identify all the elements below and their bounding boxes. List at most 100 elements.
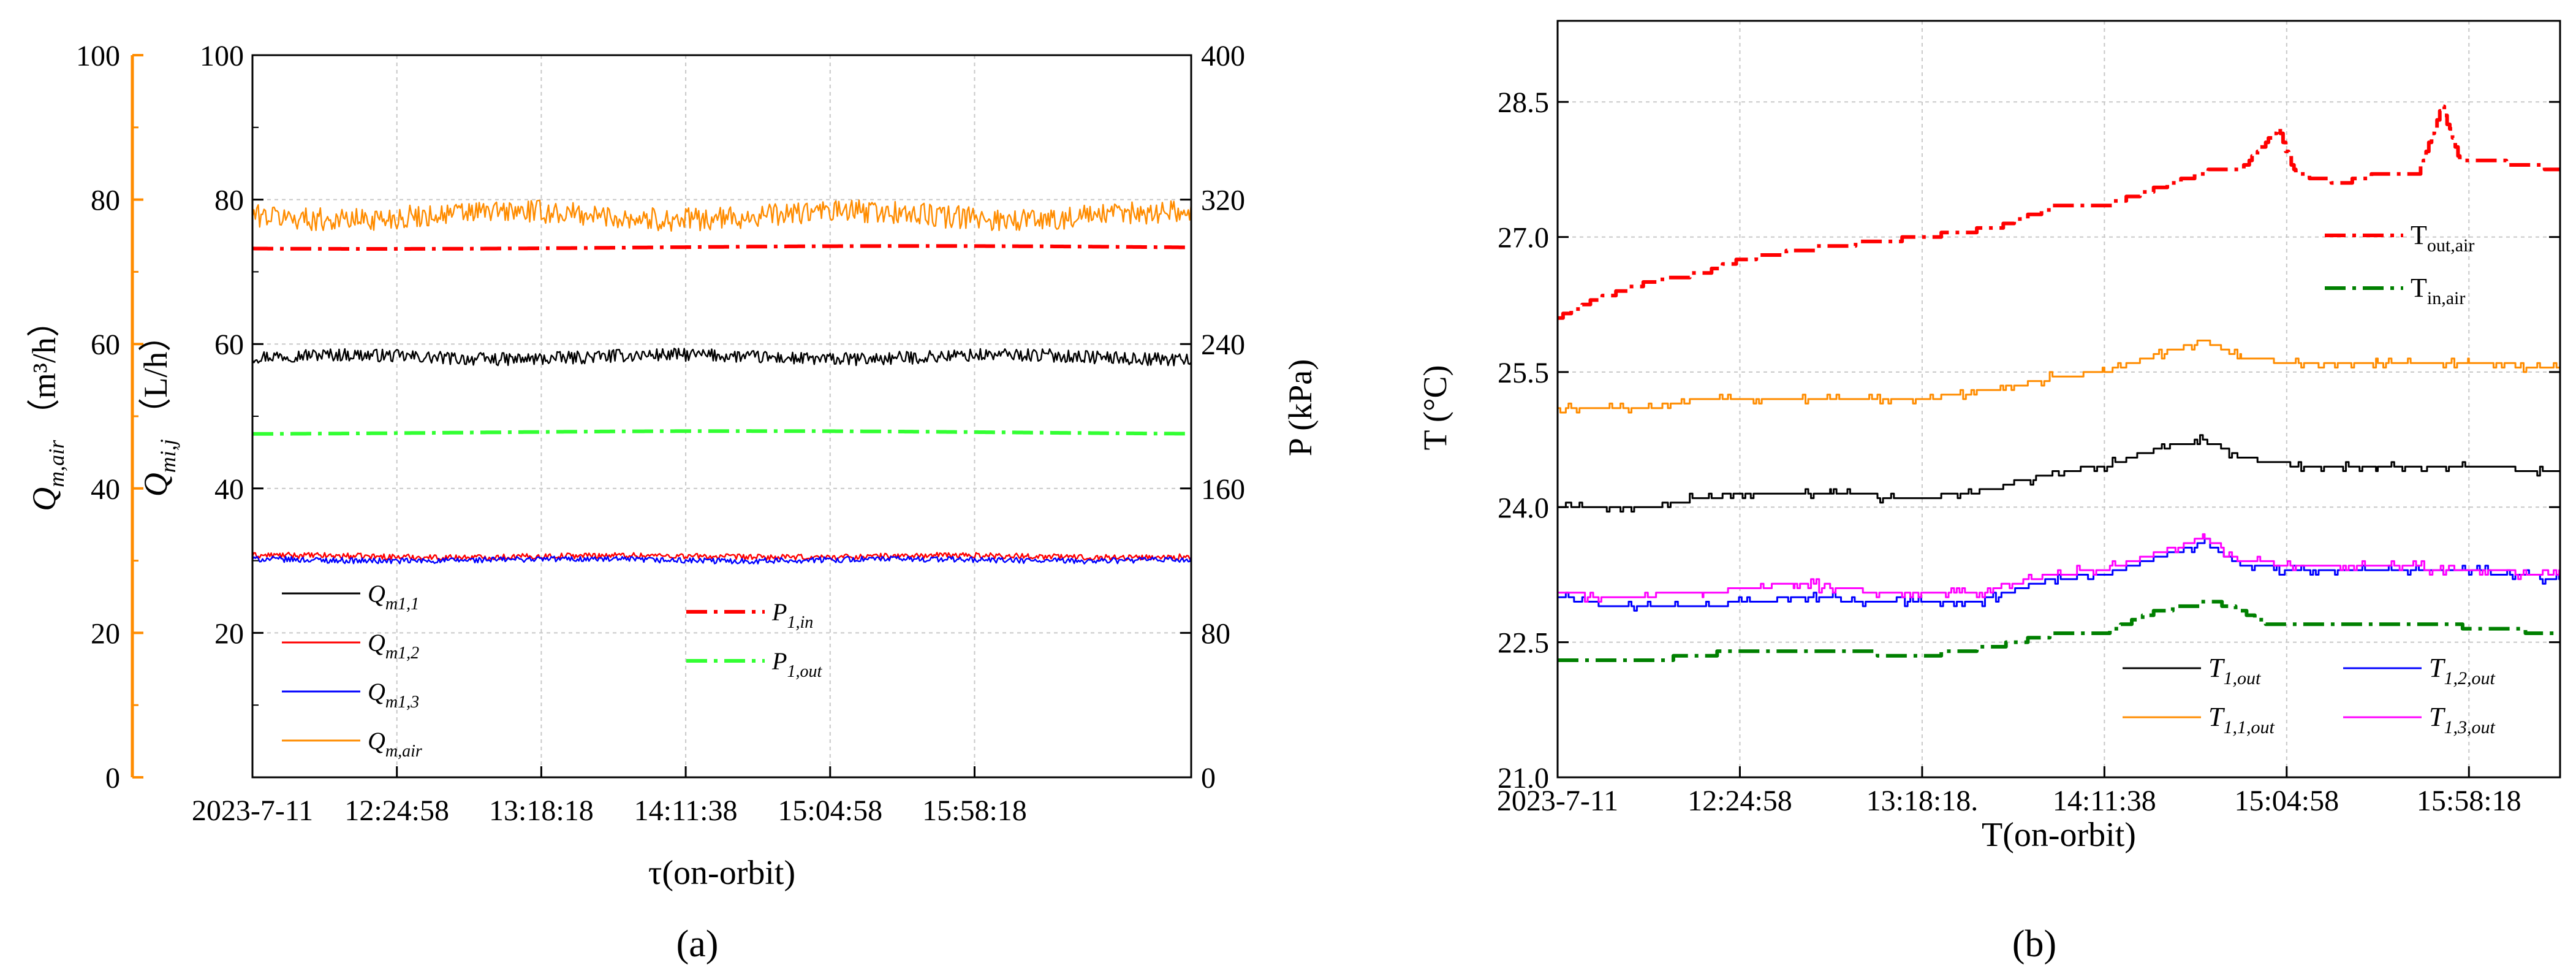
a-q-axis-title-unit: （L/h） — [137, 319, 174, 440]
b-y-tick-label-21.0: 21.0 — [1498, 762, 1549, 794]
a-series-q-m1-1- — [251, 348, 1192, 367]
b-x-tick-label-0: 2023-7-11 — [1497, 785, 1618, 817]
a-legend-symbol-3: Q — [368, 727, 385, 755]
a-x-tick-label-4: 15:04:58 — [778, 794, 882, 827]
a-q-tick-label-100: 100 — [200, 40, 244, 72]
a-series-p-1-out- — [252, 429, 1192, 436]
a-q-tick-label-20: 20 — [214, 617, 244, 650]
a-legend-item-0: Qm1,1 — [282, 580, 419, 614]
b-legend-subscript-5: 1,3,out — [2444, 717, 2495, 737]
a-p-tick-label-80: 80 — [1201, 617, 1230, 650]
a-qair-tick-label-100: 100 — [76, 40, 120, 72]
b-x-tick-label-1: 12:24:58 — [1688, 785, 1792, 817]
a-qair-axis-title-sub: m,air — [44, 440, 69, 487]
a-legend-subscript-2: m1,3 — [385, 693, 419, 712]
b-series-t-1-3-out- — [1558, 533, 2561, 603]
a-legend-subscript-4: 1,in — [787, 613, 813, 632]
b-legend-item-3: T1,2,out — [2343, 653, 2495, 688]
b-legend-label-3: T1,2,out — [2429, 653, 2495, 688]
a-legend-symbol-0: Q — [368, 580, 385, 608]
a-p-tick-label-160: 160 — [1201, 473, 1245, 506]
a-p-tick-label-0: 0 — [1201, 762, 1216, 794]
b-x-tick-label-3: 14:11:38 — [2053, 785, 2156, 817]
a-legend-label-5: P1,out — [771, 647, 822, 681]
b-plot-frame — [1556, 20, 2561, 779]
a-p-axis-title: P (kPa) — [1282, 359, 1319, 457]
b-legend-symbol-1: T — [2411, 273, 2427, 303]
a-q-axis-title-sub: mi,j — [156, 439, 180, 473]
a-legend-symbol-1: Q — [368, 629, 385, 657]
a-x-tick-label-1: 12:24:58 — [344, 794, 449, 827]
b-series-t-1-out- — [1558, 434, 2560, 513]
a-x-tick-label-2: 13:18:18 — [489, 794, 594, 827]
b-y-tick-label-28.5: 28.5 — [1498, 86, 1549, 119]
b-legend-symbol-4: T — [2208, 702, 2226, 732]
a-legend-label-0: Qm1,1 — [368, 580, 419, 614]
a-legend-subscript-3: m,air — [385, 742, 422, 761]
a-x-axis-title: τ(on-orbit) — [648, 854, 795, 892]
a-qair-tick-label-0: 0 — [105, 762, 120, 794]
a-legend-item-4: P1,in — [686, 598, 813, 632]
a-series-q-m1-3- — [251, 555, 1192, 565]
b-legend-subscript-0: out,air — [2427, 235, 2474, 256]
b-y-tick-label-25.5: 25.5 — [1498, 357, 1549, 389]
b-series-t-1-1-out- — [1558, 340, 2560, 414]
a-qair-tick-label-80: 80 — [91, 185, 120, 217]
b-y-tick-label-24.0: 24.0 — [1498, 492, 1549, 524]
b-y-axis-title: T (°C) — [1417, 365, 1453, 450]
a-q-axis-title-symbol: Q — [137, 473, 174, 497]
b-legend-item-1: Tin,air — [2325, 273, 2465, 308]
a-legend-label-3: Qm,air — [368, 727, 422, 761]
b-y-tick-label-22.5: 22.5 — [1498, 627, 1549, 660]
panel-a-chart: 20 40 60 80 100 0 20 40 60 80 100 0 80 160 240 320 400 20… — [26, 40, 1319, 965]
b-legend-item-0: Tout,air — [2325, 220, 2474, 256]
a-series-p-1-in- — [252, 244, 1192, 251]
a-x-tick-label-0: 2023-7-11 — [192, 794, 313, 827]
a-q-tick-label-40: 40 — [214, 473, 244, 506]
a-legend-item-2: Qm1,3 — [282, 678, 419, 712]
b-series-t-out-air- — [1558, 104, 2560, 320]
b-series-t-1-2-out- — [1558, 538, 2560, 612]
b-x-tick-label-5: 15:58:18 — [2417, 785, 2521, 817]
a-legend-label-4: P1,in — [771, 598, 813, 632]
a-p-tick-label-320: 320 — [1201, 185, 1245, 217]
a-q-tick-label-60: 60 — [214, 329, 244, 361]
a-legend-symbol-2: Q — [368, 678, 385, 706]
a-legend-symbol-4: P — [771, 598, 787, 626]
b-legend-item-4: T1,1,out — [2123, 702, 2275, 737]
b-legend-label-0: Tout,air — [2411, 220, 2474, 256]
a-legend-item-1: Qm1,2 — [282, 629, 419, 663]
b-legend-symbol-5: T — [2429, 702, 2446, 732]
b-panel-label: (b) — [2012, 923, 2056, 965]
b-series-t-in-air- — [1558, 600, 2560, 662]
a-qair-tick-label-40: 40 — [91, 473, 120, 506]
a-p-tick-label-240: 240 — [1201, 329, 1245, 361]
b-x-tick-label-4: 15:04:58 — [2234, 785, 2339, 817]
b-legend-subscript-3: 1,2,out — [2444, 668, 2495, 688]
a-q-axis-title: Qmi,j （L/h） — [137, 319, 180, 497]
a-q-tick-label-80: 80 — [214, 185, 244, 217]
b-legend-subscript-4: 1,1,out — [2223, 717, 2275, 737]
a-qair-axis-title: Qm,air （m³/h） — [26, 304, 69, 511]
a-legend-item-5: P1,out — [686, 647, 822, 681]
b-y-tick-label-27.0: 27.0 — [1498, 222, 1549, 254]
a-legend-label-1: Qm1,2 — [368, 629, 419, 663]
b-legend-label-4: T1,1,out — [2208, 702, 2275, 737]
a-series-q-m1-2- — [251, 552, 1192, 561]
a-qair-tick-label-60: 60 — [91, 329, 120, 361]
a-legend-subscript-5: 1,out — [787, 662, 822, 681]
panel-b-chart: 21.0 22.5 24.0 25.5 27.0 28.5 2023-7-11 12:24:5… — [1417, 20, 2561, 965]
a-p-tick-label-400: 400 — [1201, 40, 1245, 72]
b-legend-subscript-1: in,air — [2427, 288, 2465, 308]
a-x-tick-label-5: 15:58:18 — [922, 794, 1027, 827]
b-legend-label-2: T1,out — [2208, 653, 2261, 688]
b-legend-symbol-3: T — [2429, 653, 2446, 683]
b-x-tick-label-2: 13:18:18. — [1866, 785, 1979, 817]
b-legend-subscript-2: 1,out — [2223, 668, 2261, 688]
a-panel-label: (a) — [676, 923, 719, 965]
b-x-axis-title: T(on-orbit) — [1982, 816, 2136, 854]
b-legend-label-1: Tin,air — [2411, 273, 2465, 308]
a-x-tick-label-3: 14:11:38 — [634, 794, 738, 827]
b-legend-item-5: T1,3,out — [2343, 702, 2495, 737]
